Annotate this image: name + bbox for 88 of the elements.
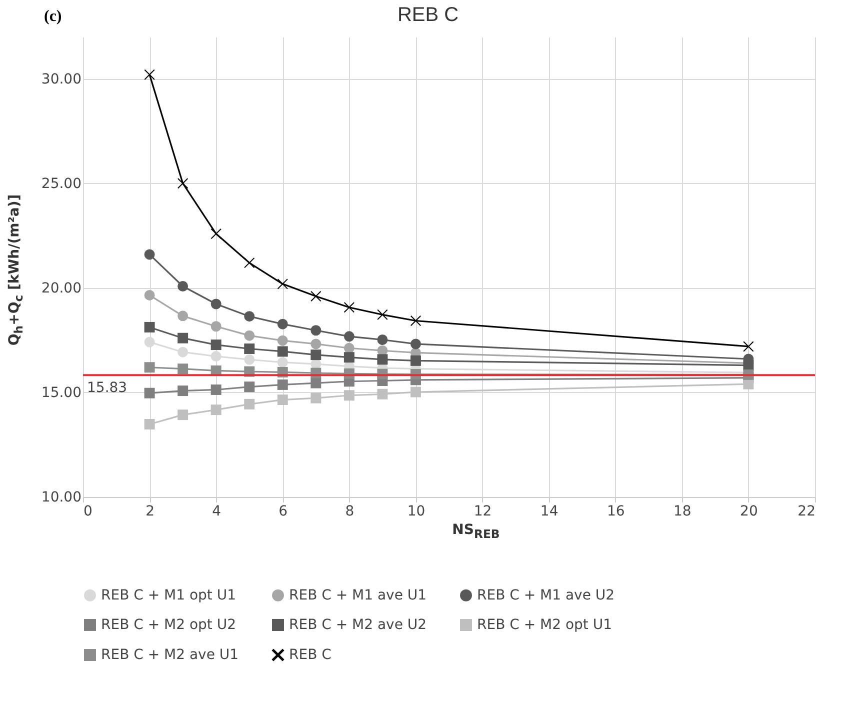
point xyxy=(210,351,222,362)
point xyxy=(178,332,188,344)
point xyxy=(277,318,288,330)
point xyxy=(244,354,255,365)
point xyxy=(210,321,222,332)
point xyxy=(178,310,188,322)
point xyxy=(178,178,188,189)
point xyxy=(144,336,155,348)
legend-label: REB C + M2 opt U1 xyxy=(477,617,612,633)
y-tick-label: 25.00 xyxy=(41,176,82,192)
point xyxy=(210,298,222,310)
point xyxy=(344,302,354,313)
y-tick-label: 20.00 xyxy=(41,280,82,296)
point xyxy=(144,418,155,430)
point xyxy=(178,410,188,420)
point xyxy=(410,315,421,326)
point xyxy=(210,404,222,416)
point xyxy=(310,378,322,388)
x-tick-label: 8 xyxy=(345,504,354,520)
point xyxy=(277,394,288,406)
point xyxy=(310,350,322,360)
point xyxy=(344,390,354,401)
point xyxy=(277,278,288,290)
point xyxy=(743,378,754,390)
point xyxy=(210,384,222,395)
legend-label: REB C + M2 opt U2 xyxy=(101,617,236,633)
point xyxy=(410,386,421,398)
point xyxy=(144,388,155,398)
point xyxy=(377,334,388,345)
point xyxy=(743,360,754,371)
chart-title: REB C xyxy=(397,4,459,26)
point xyxy=(244,344,255,354)
x-tick-label: 18 xyxy=(673,504,692,520)
legend-label: REB C + M1 opt U1 xyxy=(101,587,236,604)
point xyxy=(410,338,421,350)
point xyxy=(310,338,322,350)
x-tick-label: 12 xyxy=(474,504,492,520)
point xyxy=(277,379,288,390)
point xyxy=(210,228,222,239)
x-tick-label: 14 xyxy=(540,504,558,520)
legend-label: REB C + M1 ave U2 xyxy=(477,587,615,604)
ref-line-label: 15.83 xyxy=(87,380,128,396)
legend-label: REB C + M2 ave U1 xyxy=(101,647,239,663)
legend-label: REB C + M2 ave U2 xyxy=(289,617,427,633)
x-tick-label: 22 xyxy=(798,504,816,520)
x-tick-label: 6 xyxy=(278,504,288,520)
y-tick-label: 15.00 xyxy=(41,384,82,401)
point xyxy=(410,355,421,366)
point xyxy=(144,249,155,260)
point xyxy=(144,362,155,373)
point xyxy=(244,398,255,410)
legend-label: REB C + M1 ave U1 xyxy=(289,587,427,604)
point xyxy=(310,392,322,404)
point xyxy=(277,346,288,357)
x-tick-label: 4 xyxy=(212,504,222,520)
text: (c) xyxy=(44,8,62,26)
point xyxy=(178,386,188,396)
point xyxy=(244,258,255,268)
x-tick-label: 0 xyxy=(84,504,92,520)
point xyxy=(178,281,188,292)
point xyxy=(377,354,388,365)
point xyxy=(277,357,288,368)
point xyxy=(178,346,188,358)
point xyxy=(144,290,155,300)
point xyxy=(178,364,188,374)
y-tick-label: 30.00 xyxy=(41,71,82,88)
x-tick-label: 20 xyxy=(740,504,758,520)
point xyxy=(344,331,354,342)
point xyxy=(244,311,255,322)
point xyxy=(244,382,255,392)
point xyxy=(377,388,388,400)
point xyxy=(144,322,155,332)
x-tick-label: 16 xyxy=(606,504,625,520)
y-tick-label: 10.00 xyxy=(41,490,82,506)
point xyxy=(310,291,322,302)
legend-label: REB C xyxy=(289,647,332,663)
point xyxy=(344,342,354,354)
point xyxy=(277,335,288,346)
x-tick-label: 10 xyxy=(407,504,426,520)
point xyxy=(210,340,222,350)
x-axis-title: NS$_{REB}$ xyxy=(451,522,501,541)
point xyxy=(344,352,354,363)
x-tick-label: 2 xyxy=(146,504,155,520)
point xyxy=(377,309,388,320)
point xyxy=(310,325,322,336)
point xyxy=(244,330,255,341)
point xyxy=(743,341,754,352)
point xyxy=(144,69,155,80)
